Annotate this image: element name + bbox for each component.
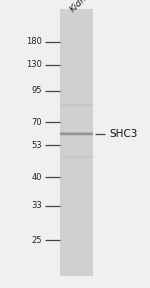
Text: 33: 33 bbox=[31, 201, 42, 211]
Text: 40: 40 bbox=[32, 173, 42, 182]
Text: 180: 180 bbox=[26, 37, 42, 46]
Text: SHC3: SHC3 bbox=[110, 129, 138, 139]
Text: 53: 53 bbox=[31, 141, 42, 150]
Bar bbox=[60, 9, 93, 276]
Text: 70: 70 bbox=[31, 118, 42, 127]
Text: 95: 95 bbox=[32, 86, 42, 95]
Text: Kidney: Kidney bbox=[69, 0, 97, 14]
Text: 25: 25 bbox=[32, 236, 42, 245]
Text: 130: 130 bbox=[26, 60, 42, 69]
